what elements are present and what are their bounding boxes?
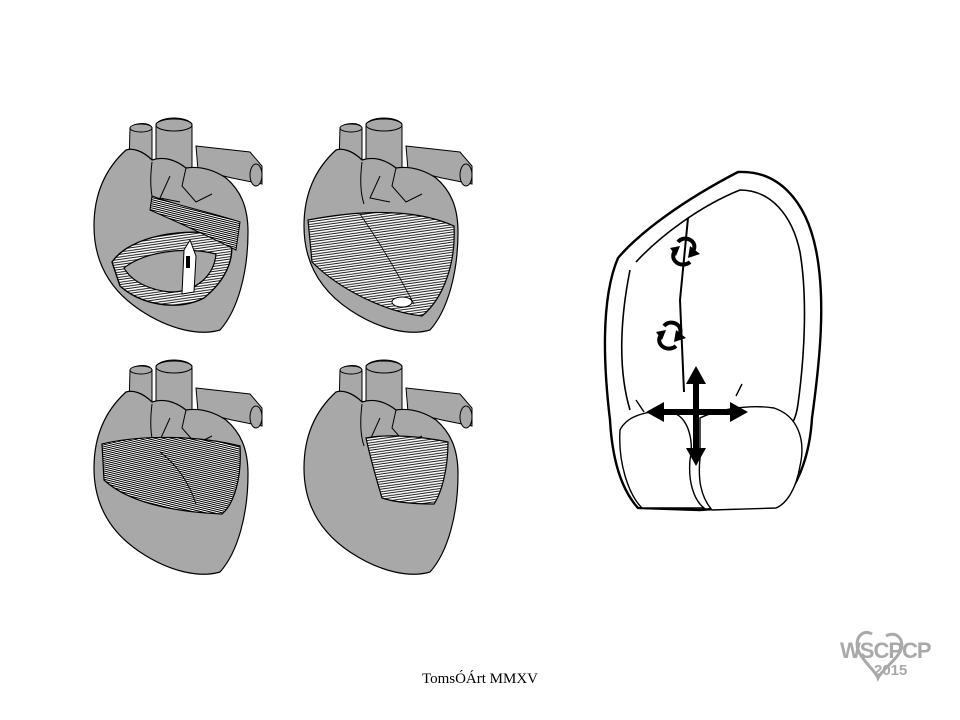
conference-logo: WSCPCP 2015 [838,626,932,686]
heart-panel-top-left [93,117,263,333]
four-way-arrow-icon [646,366,748,466]
logo-text: WSCPCP [840,638,932,663]
ventricle-schematic [603,170,823,512]
copyright-caption: TomsÓÁrt MMXV [421,671,539,687]
heart-panel-bottom-right [303,359,473,575]
logo-heart-icon [855,631,904,682]
logo-year: 2015 [874,662,908,679]
heart-panel-top-right [303,117,473,333]
rotation-arrow-icon [670,236,700,267]
heart-panel-bottom-left [93,359,263,575]
rotation-arrow-icon [656,320,686,351]
